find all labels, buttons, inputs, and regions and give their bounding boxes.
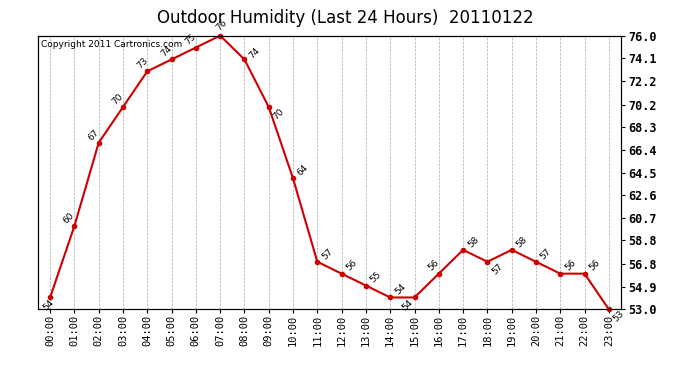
Text: 57: 57	[490, 262, 504, 276]
Text: 74: 74	[159, 44, 173, 58]
Text: 67: 67	[86, 128, 101, 142]
Text: 70: 70	[110, 92, 125, 106]
Text: 54: 54	[393, 282, 407, 297]
Text: 75: 75	[184, 32, 198, 47]
Text: Outdoor Humidity (Last 24 Hours)  20110122: Outdoor Humidity (Last 24 Hours) 2011012…	[157, 9, 533, 27]
Text: 54: 54	[42, 298, 56, 312]
Text: 64: 64	[296, 163, 310, 178]
Text: 60: 60	[62, 211, 77, 225]
Text: 56: 56	[344, 258, 359, 273]
Text: 53: 53	[611, 309, 626, 324]
Text: 76: 76	[215, 18, 229, 32]
Text: 58: 58	[515, 235, 529, 249]
Text: Copyright 2011 Cartronics.com: Copyright 2011 Cartronics.com	[41, 40, 182, 49]
Text: 70: 70	[272, 107, 286, 122]
Text: 73: 73	[135, 56, 149, 70]
Text: 56: 56	[563, 258, 578, 273]
Text: 54: 54	[401, 298, 415, 312]
Text: 55: 55	[368, 270, 383, 285]
Text: 74: 74	[247, 46, 262, 60]
Text: 57: 57	[320, 246, 335, 261]
Text: 57: 57	[539, 246, 553, 261]
Text: 58: 58	[466, 235, 480, 249]
Text: 56: 56	[426, 258, 441, 273]
Text: 56: 56	[587, 258, 602, 273]
